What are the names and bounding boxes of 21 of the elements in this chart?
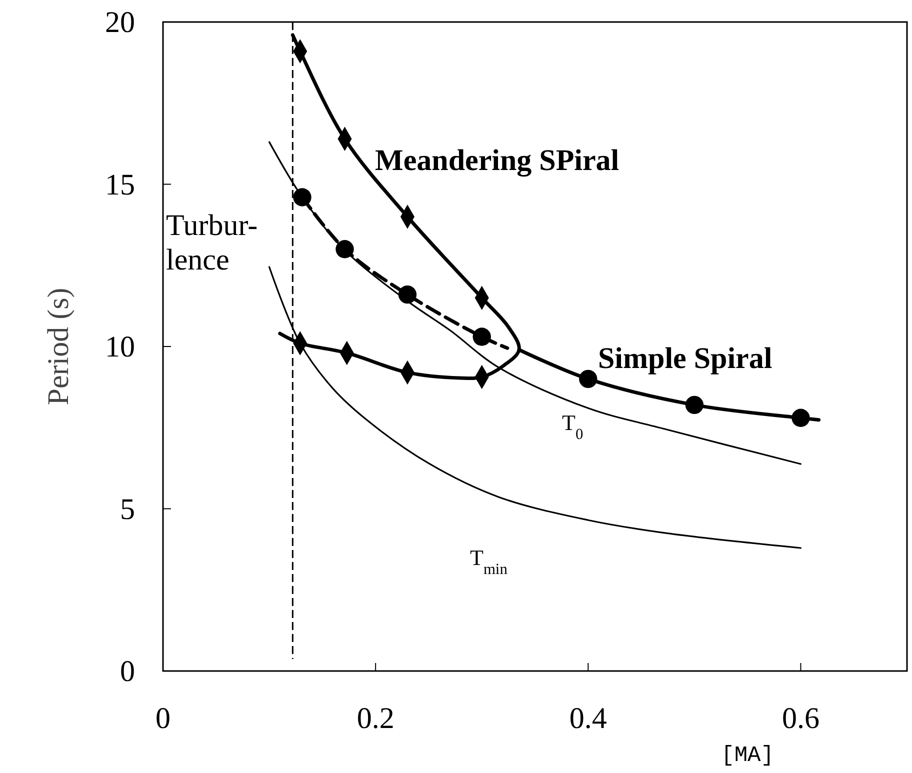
y-tick-label: 20 [105, 6, 135, 39]
point [685, 396, 704, 414]
point [398, 286, 417, 304]
point [579, 370, 598, 388]
y-axis-title: Period (s) [42, 288, 75, 406]
series-label: T$_{min}$ [470, 545, 508, 578]
y-tick-label: 5 [120, 492, 135, 526]
y-tick-label: 0 [120, 655, 135, 688]
x-tick-label: 0.6 [782, 702, 820, 735]
point [472, 328, 491, 346]
x-tick-label: 0.2 [356, 702, 394, 735]
series-label: Meandering SPiral [375, 144, 620, 177]
y-tick-label: 15 [105, 168, 135, 202]
x-tick-label: 0 [156, 702, 170, 735]
x-tick-label: 0.4 [569, 702, 607, 735]
series-label: T$_{0}$ [562, 410, 584, 442]
point [792, 408, 810, 427]
x-axis-title: [MA] [721, 743, 774, 768]
y-tick-label: 10 [105, 330, 135, 364]
annotation: Turbur- lence [166, 209, 258, 276]
series-label: Simple Spiral [598, 342, 772, 375]
